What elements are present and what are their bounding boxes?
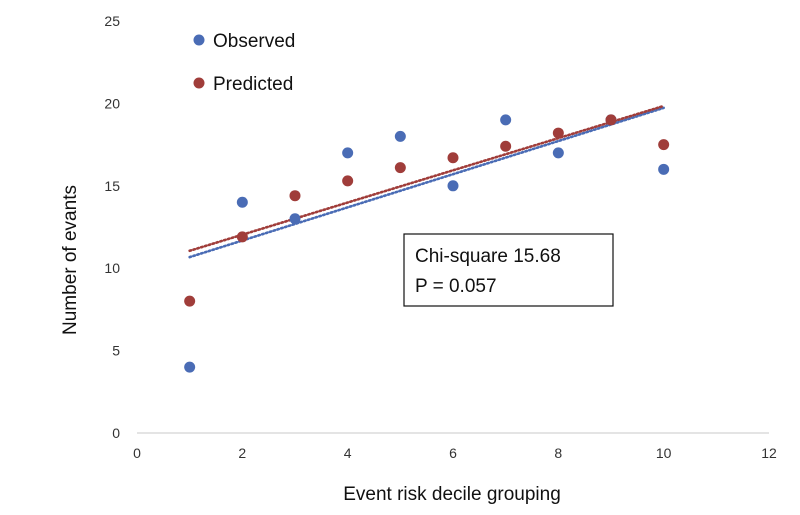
annotation-line-1: Chi-square 15.68 (415, 246, 561, 267)
y-tick-label: 5 (112, 343, 120, 359)
legend-label-predicted: Predicted (213, 74, 293, 95)
point-observed (658, 163, 670, 175)
point-predicted (500, 140, 512, 152)
legend-marker-predicted (193, 77, 205, 89)
trendlines (188, 104, 665, 259)
legend: Observed Predicted (193, 31, 295, 95)
annotation-box: Chi-square 15.68 P = 0.057 (403, 233, 614, 307)
y-axis-title: Number of evants (60, 185, 81, 335)
x-tick-label: 6 (449, 445, 457, 461)
trendline-predicted (188, 104, 665, 253)
x-tick-label: 12 (761, 445, 777, 461)
y-tick-label: 20 (104, 95, 120, 111)
point-predicted (605, 114, 617, 126)
x-tick-label: 8 (554, 445, 562, 461)
point-predicted (184, 295, 196, 307)
x-tick-label: 0 (133, 445, 141, 461)
point-observed (236, 196, 248, 208)
x-tick-label: 4 (344, 445, 352, 461)
x-tick-label: 10 (656, 445, 672, 461)
point-observed (394, 130, 406, 142)
point-observed (500, 114, 512, 126)
point-observed (447, 180, 459, 192)
point-observed (184, 361, 196, 373)
point-predicted (289, 190, 301, 202)
point-observed (289, 213, 301, 225)
annotation-line-2: P = 0.057 (415, 276, 497, 297)
x-tick-label: 2 (238, 445, 246, 461)
point-predicted (394, 162, 406, 174)
x-axis-title: Event risk decile grouping (343, 484, 561, 505)
point-predicted (447, 152, 459, 164)
y-tick-label: 25 (104, 13, 120, 29)
y-tick-label: 15 (104, 178, 120, 194)
point-observed (552, 147, 564, 159)
point-observed (342, 147, 354, 159)
point-predicted (236, 231, 248, 243)
trendline-observed (188, 106, 665, 259)
legend-label-observed: Observed (213, 31, 295, 52)
point-predicted (552, 127, 564, 139)
y-tick-labels: 0 5 10 15 20 25 (104, 13, 120, 441)
data-points (184, 114, 670, 373)
legend-marker-observed (193, 34, 205, 46)
y-tick-label: 10 (104, 260, 120, 276)
x-tick-labels: 0 2 4 6 8 10 12 (133, 445, 777, 461)
y-tick-label: 0 (112, 425, 120, 441)
point-predicted (658, 139, 670, 151)
point-predicted (342, 175, 354, 187)
